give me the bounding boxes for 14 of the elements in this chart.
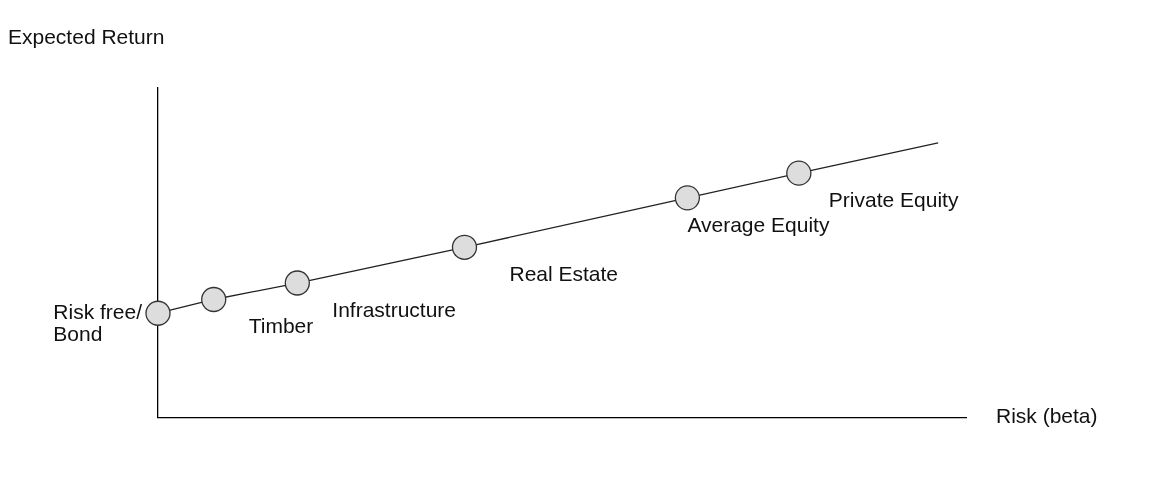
- annotation: Private Equity: [828, 187, 959, 211]
- x-axis-title: Risk (beta): [996, 404, 1098, 428]
- point: [451, 234, 478, 260]
- y-axis-title: Expected Return: [8, 24, 165, 48]
- point: [145, 300, 171, 326]
- annotation: Infrastructure: [332, 297, 457, 321]
- text: Risk free/ Bond: [53, 300, 143, 346]
- annotation: Average Equity: [687, 212, 830, 236]
- point: [786, 160, 812, 186]
- point: [284, 270, 310, 296]
- annotation: Real Estate: [509, 262, 619, 286]
- point: [201, 286, 227, 313]
- annotation: Timber: [248, 314, 314, 338]
- point: [674, 185, 701, 211]
